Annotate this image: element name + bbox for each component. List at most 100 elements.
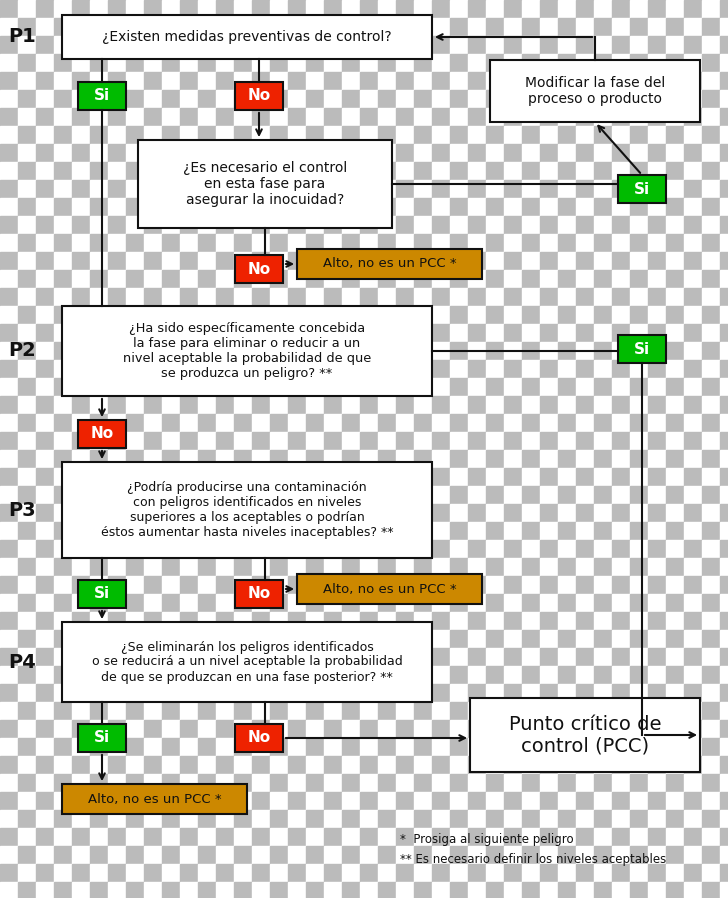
Bar <box>558 558 576 576</box>
Bar <box>630 126 648 144</box>
Bar <box>396 810 414 828</box>
Bar <box>306 126 324 144</box>
Bar <box>180 486 198 504</box>
Bar <box>612 126 630 144</box>
Bar <box>198 36 216 54</box>
Bar <box>216 288 234 306</box>
Bar <box>90 288 108 306</box>
Bar <box>540 324 558 342</box>
Bar <box>594 360 612 378</box>
Bar <box>612 252 630 270</box>
Bar <box>378 0 396 18</box>
Bar <box>486 522 504 540</box>
Bar <box>558 486 576 504</box>
Bar <box>414 180 432 198</box>
Bar <box>270 360 288 378</box>
Bar <box>216 342 234 360</box>
Bar <box>342 558 360 576</box>
Bar <box>558 810 576 828</box>
Bar <box>684 648 702 666</box>
Bar <box>432 234 450 252</box>
Bar <box>180 414 198 432</box>
Bar <box>576 252 594 270</box>
Bar <box>702 792 720 810</box>
Bar <box>252 360 270 378</box>
Bar <box>432 18 450 36</box>
Bar <box>270 882 288 898</box>
Bar <box>18 828 36 846</box>
Bar <box>216 18 234 36</box>
Bar <box>558 630 576 648</box>
Bar <box>702 522 720 540</box>
Bar <box>216 522 234 540</box>
Bar <box>576 468 594 486</box>
Bar <box>72 126 90 144</box>
Bar <box>558 252 576 270</box>
Bar <box>162 90 180 108</box>
Bar <box>648 270 666 288</box>
Bar <box>324 36 342 54</box>
Bar <box>702 558 720 576</box>
Bar <box>18 756 36 774</box>
Bar <box>540 288 558 306</box>
Bar <box>540 558 558 576</box>
Bar <box>126 36 144 54</box>
Bar <box>432 450 450 468</box>
Bar <box>630 414 648 432</box>
Bar <box>360 684 378 702</box>
Bar <box>0 612 18 630</box>
Bar <box>72 324 90 342</box>
Bar <box>54 684 72 702</box>
Bar <box>108 864 126 882</box>
Bar <box>486 504 504 522</box>
Bar <box>522 252 540 270</box>
Bar <box>666 144 684 162</box>
Bar <box>450 792 468 810</box>
Bar <box>666 648 684 666</box>
Bar <box>432 882 450 898</box>
Bar <box>108 702 126 720</box>
Bar <box>414 540 432 558</box>
Text: *  Prosiga al siguiente peligro: * Prosiga al siguiente peligro <box>400 833 574 847</box>
Bar <box>378 270 396 288</box>
Bar <box>504 486 522 504</box>
Bar <box>396 414 414 432</box>
Bar <box>486 234 504 252</box>
Bar <box>360 216 378 234</box>
Bar <box>648 198 666 216</box>
Bar <box>180 612 198 630</box>
Bar <box>162 324 180 342</box>
Bar <box>594 666 612 684</box>
Bar <box>72 468 90 486</box>
Bar <box>594 378 612 396</box>
Bar <box>702 864 720 882</box>
Bar <box>702 648 720 666</box>
Bar <box>720 36 728 54</box>
Bar <box>54 540 72 558</box>
Bar <box>468 540 486 558</box>
Bar <box>144 270 162 288</box>
Bar <box>378 180 396 198</box>
Bar <box>612 486 630 504</box>
Bar <box>504 270 522 288</box>
Bar <box>234 504 252 522</box>
Bar <box>162 180 180 198</box>
Bar <box>72 180 90 198</box>
Bar <box>126 180 144 198</box>
Bar <box>126 846 144 864</box>
Bar <box>702 810 720 828</box>
Bar <box>306 504 324 522</box>
Bar <box>432 468 450 486</box>
Bar <box>468 288 486 306</box>
Bar <box>288 468 306 486</box>
Bar <box>522 378 540 396</box>
Bar <box>576 522 594 540</box>
Bar <box>684 306 702 324</box>
Bar <box>540 234 558 252</box>
Bar <box>90 630 108 648</box>
Bar <box>324 108 342 126</box>
Bar <box>360 540 378 558</box>
Bar <box>108 234 126 252</box>
Bar <box>72 792 90 810</box>
Bar <box>306 18 324 36</box>
